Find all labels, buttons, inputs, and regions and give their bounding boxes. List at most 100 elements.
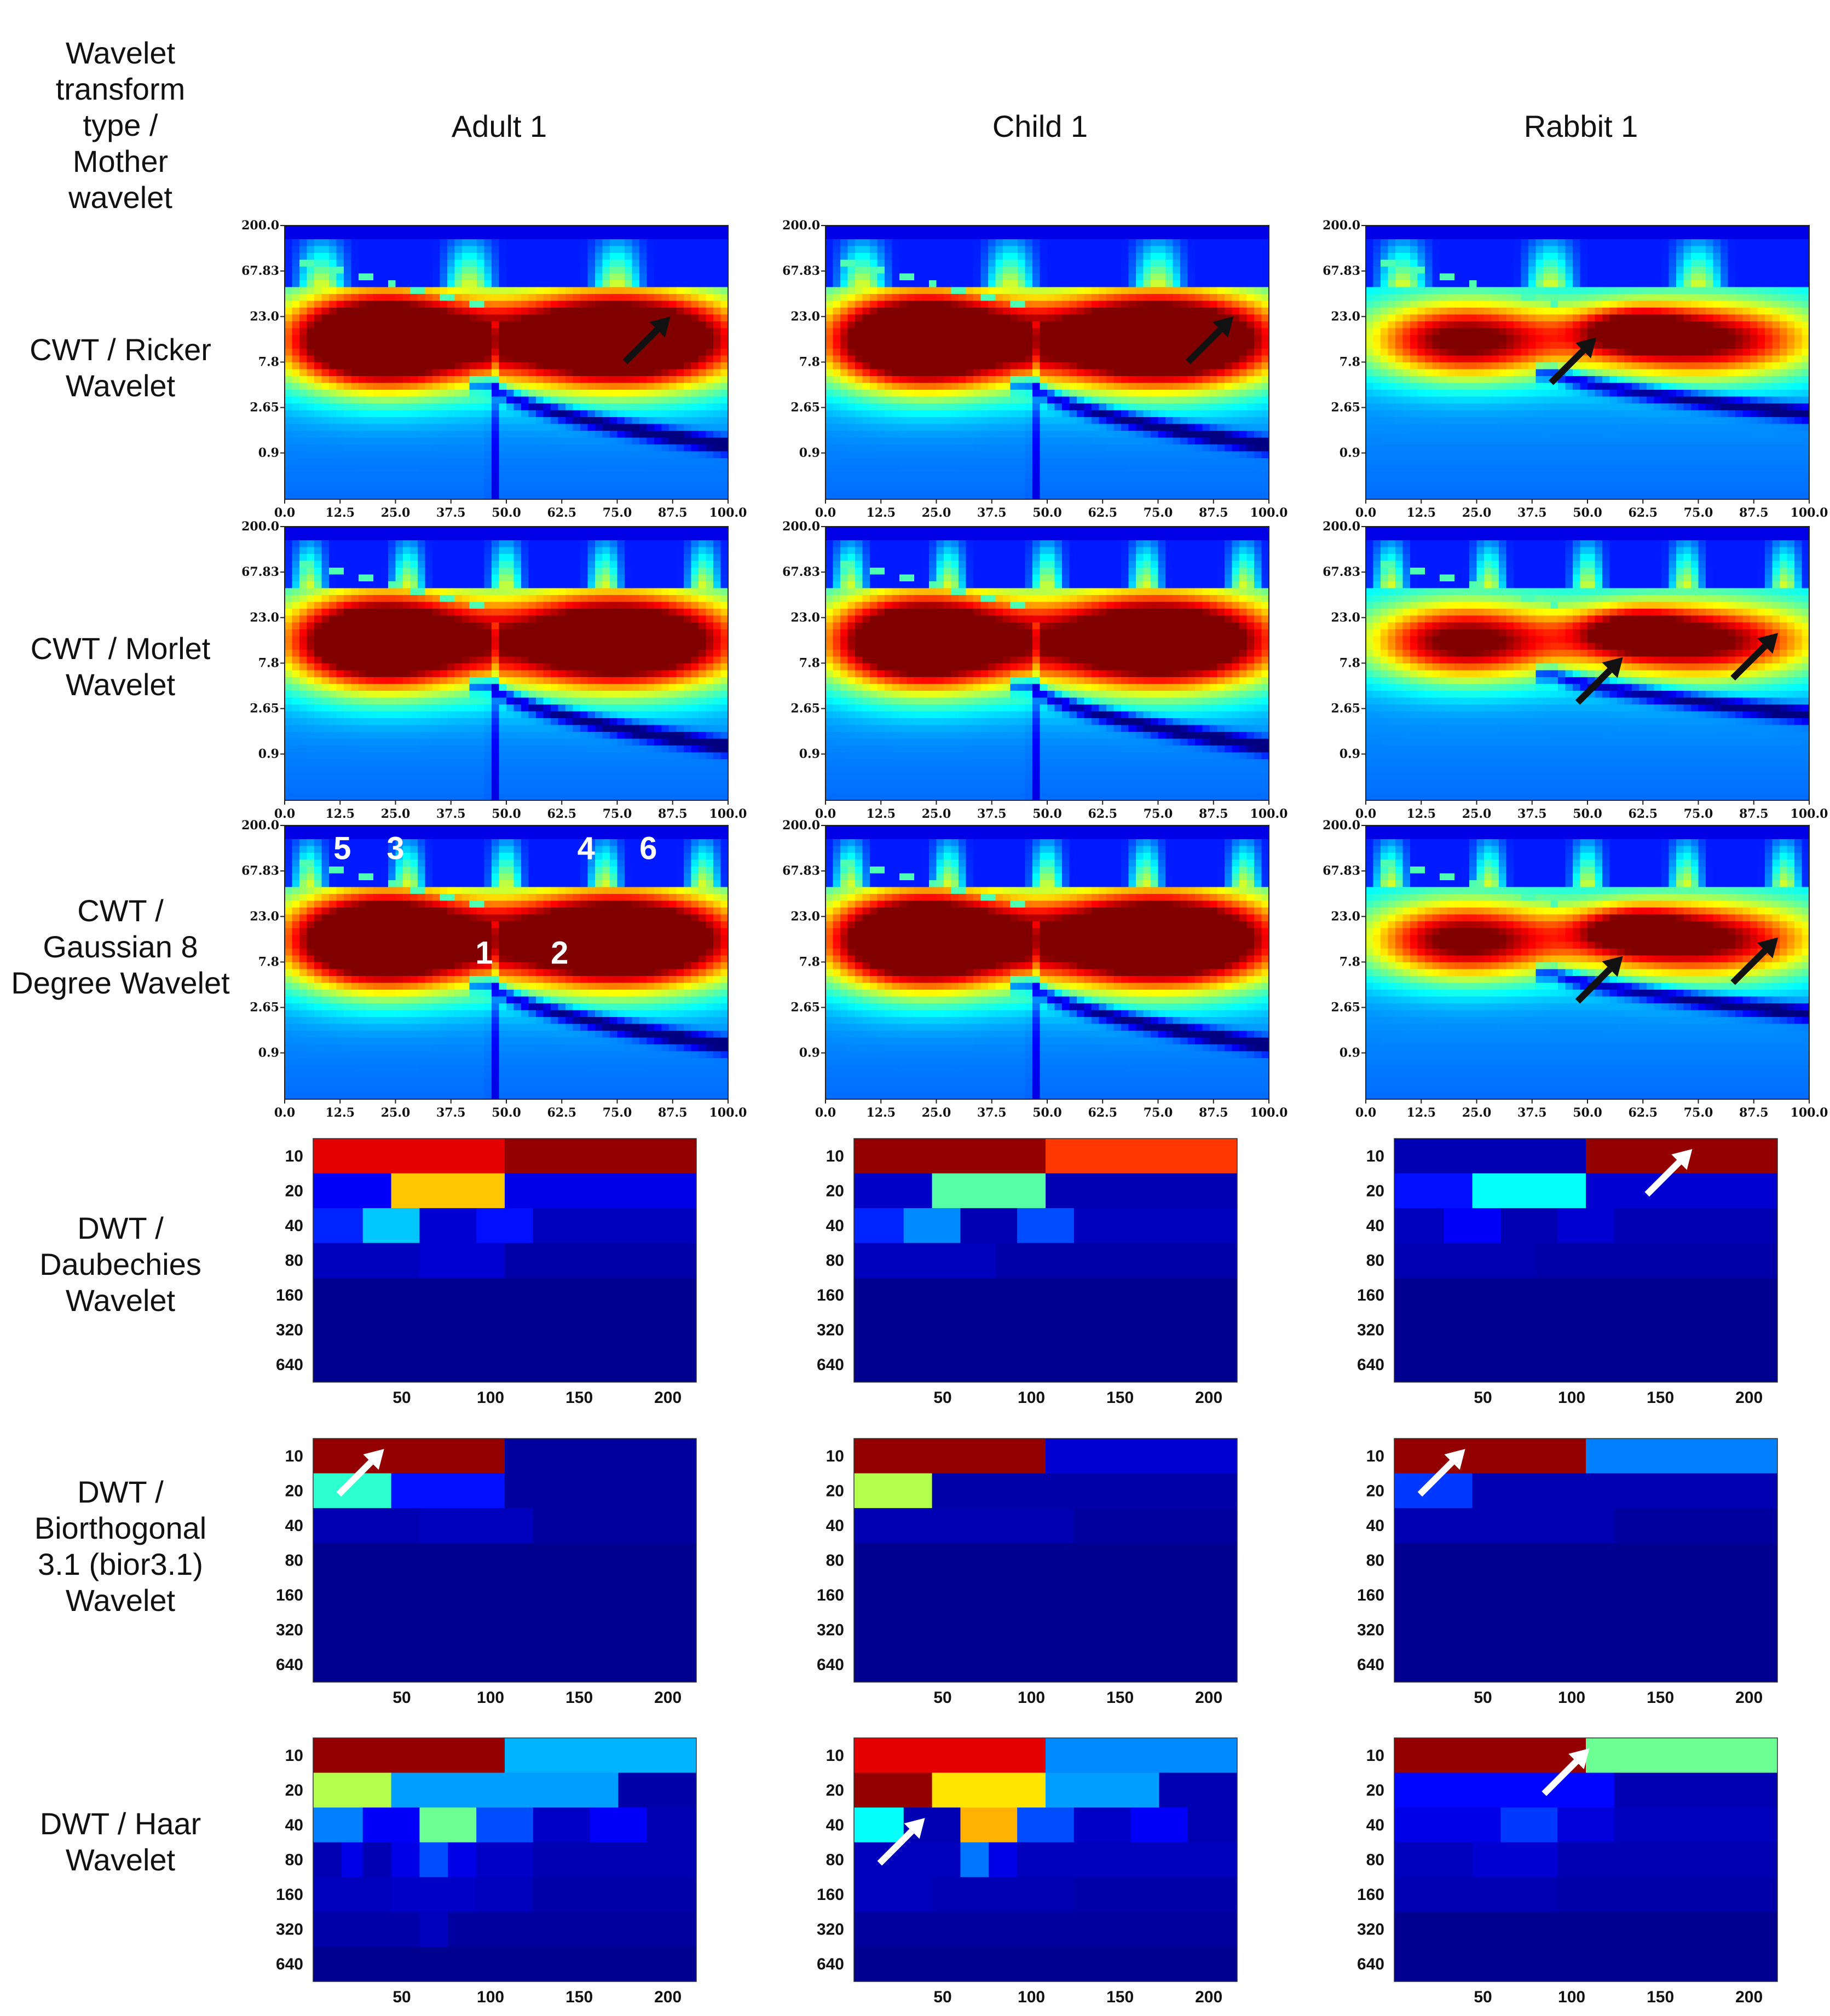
- heat-cell: [936, 246, 944, 253]
- heat-cell: [1417, 232, 1425, 240]
- heat-cell: [862, 362, 870, 370]
- heat-cell: [691, 273, 699, 281]
- heat-cell: [1239, 232, 1248, 240]
- heat-cell: [1195, 314, 1203, 322]
- heat-cell: [403, 486, 411, 493]
- heat-cell: [639, 232, 648, 240]
- heat-cell: [1018, 410, 1026, 418]
- heat-cell: [440, 226, 448, 233]
- heat-cell: [506, 478, 515, 486]
- heat-cell: [1025, 273, 1033, 281]
- heat-cell: [1373, 239, 1381, 247]
- heat-cell: [1077, 369, 1085, 377]
- heat-cell: [1003, 390, 1011, 397]
- heat-cell: [336, 294, 344, 302]
- heat-cell: [388, 458, 396, 466]
- heat-cell: [595, 410, 603, 418]
- heat-cell: [995, 355, 1003, 363]
- heat-cell: [299, 431, 308, 438]
- heat-cell: [1069, 280, 1077, 288]
- heat-cell: [921, 267, 930, 274]
- heat-cell: [1062, 390, 1070, 397]
- heat-cell: [610, 287, 618, 294]
- heat-cell: [418, 472, 426, 480]
- heat-cell: [966, 335, 974, 343]
- heat-cell: [1232, 246, 1240, 253]
- heat-cell: [995, 287, 1003, 294]
- heat-cell: [625, 232, 633, 240]
- heat-cell: [944, 444, 952, 452]
- heat-cell: [914, 410, 922, 418]
- heat-cell: [484, 376, 492, 384]
- heat-cell: [1254, 246, 1262, 253]
- heat-cell: [1187, 376, 1196, 384]
- heat-cell: [1165, 335, 1174, 343]
- heat-cell: [617, 437, 625, 445]
- heat-cell: [1010, 403, 1018, 411]
- heat-cell: [395, 246, 403, 253]
- heat-cell: [1025, 294, 1033, 302]
- heat-cell: [285, 478, 293, 486]
- heat-cell: [366, 437, 374, 445]
- heat-cell: [484, 349, 492, 356]
- heat-cell: [1225, 410, 1233, 418]
- heat-cell: [706, 369, 714, 377]
- heat-cell: [892, 342, 900, 349]
- heat-cell: [314, 486, 322, 493]
- heat-cell: [944, 226, 952, 233]
- heat-cell: [299, 492, 308, 500]
- heat-cell: [625, 444, 633, 452]
- heat-cell: [285, 437, 293, 445]
- heat-cell: [1647, 226, 1655, 233]
- heat-cell: [684, 232, 692, 240]
- heat-cell: [1018, 458, 1026, 466]
- heat-cell: [558, 342, 566, 349]
- heat-cell: [528, 431, 536, 438]
- heat-cell: [484, 328, 492, 336]
- heat-cell: [359, 472, 367, 480]
- heat-cell: [1128, 362, 1136, 370]
- heat-cell: [292, 362, 300, 370]
- heat-cell: [720, 301, 729, 308]
- heat-cell: [684, 308, 692, 315]
- heat-cell: [506, 308, 515, 315]
- heat-cell: [440, 342, 448, 349]
- heat-cell: [899, 301, 908, 308]
- heat-cell: [706, 226, 714, 233]
- heat-cell: [536, 239, 544, 247]
- heat-cell: [610, 424, 618, 431]
- heat-cell: [661, 335, 669, 343]
- heat-cell: [1217, 253, 1225, 261]
- heat-cell: [1040, 232, 1048, 240]
- heat-cell: [513, 308, 522, 315]
- heat-cell: [1158, 349, 1166, 356]
- heat-cell: [425, 437, 433, 445]
- heat-cell: [521, 349, 529, 356]
- heat-cell: [477, 451, 485, 459]
- heat-cell: [536, 478, 544, 486]
- heat-cell: [492, 239, 500, 247]
- heat-cell: [388, 226, 396, 233]
- heat-cell: [469, 410, 477, 418]
- heat-cell: [321, 253, 330, 261]
- heat-cell: [825, 417, 834, 425]
- heat-cell: [959, 424, 967, 431]
- heat-cell: [1254, 472, 1262, 480]
- heat-cell: [632, 410, 640, 418]
- heat-cell: [1246, 273, 1255, 281]
- heat-cell: [580, 431, 588, 438]
- heat-cell: [1514, 226, 1522, 233]
- heat-cell: [610, 369, 618, 377]
- heat-cell: [1047, 226, 1055, 233]
- heat-cell: [980, 253, 989, 261]
- heat-cell: [1669, 232, 1677, 240]
- heat-cell: [1018, 308, 1026, 315]
- heat-cell: [877, 390, 885, 397]
- heat-cell: [1136, 376, 1144, 384]
- heat-cell: [1158, 417, 1166, 425]
- heat-cell: [684, 294, 692, 302]
- heat-cell: [492, 376, 500, 384]
- heat-cell: [469, 492, 477, 500]
- heat-cell: [1025, 369, 1033, 377]
- heat-cell: [959, 383, 967, 390]
